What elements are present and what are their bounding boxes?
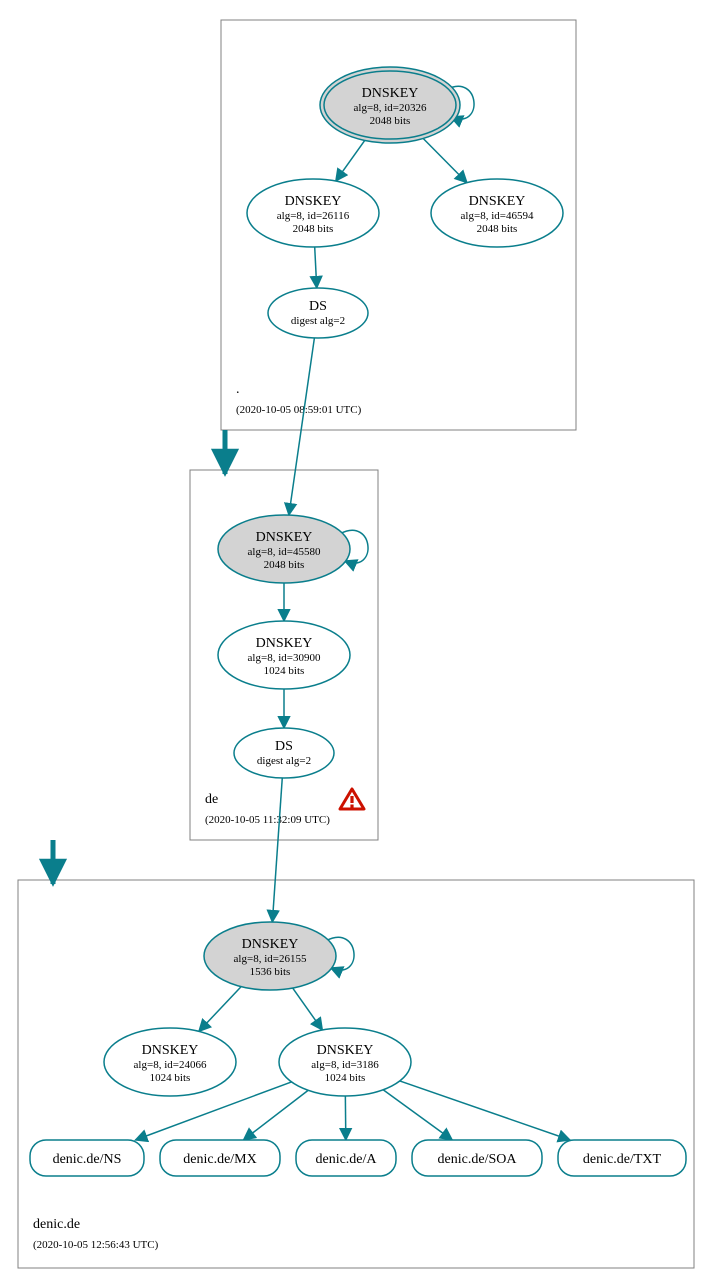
node-line3: 1024 bits bbox=[325, 1072, 366, 1084]
edge bbox=[199, 987, 241, 1032]
node-title: DNSKEY bbox=[317, 1043, 374, 1058]
rr-label: denic.de/TXT bbox=[583, 1152, 662, 1167]
rr_ns: denic.de/NS bbox=[30, 1140, 144, 1176]
rr_txt: denic.de/TXT bbox=[558, 1140, 686, 1176]
node-line2: alg=8, id=20326 bbox=[354, 102, 427, 114]
edge bbox=[420, 135, 467, 182]
node-line3: 2048 bits bbox=[370, 115, 411, 127]
rr_soa: denic.de/SOA bbox=[412, 1140, 542, 1176]
edge bbox=[336, 137, 367, 181]
rr-label: denic.de/A bbox=[315, 1152, 377, 1167]
node-line2: alg=8, id=26116 bbox=[277, 210, 350, 222]
edge bbox=[289, 338, 315, 515]
nodes: DNSKEYalg=8, id=203262048 bitsDNSKEYalg=… bbox=[30, 67, 686, 1176]
node-line2: alg=8, id=30900 bbox=[248, 652, 321, 664]
node-line2: alg=8, id=24066 bbox=[134, 1059, 207, 1071]
node-line3: 2048 bits bbox=[264, 559, 305, 571]
node-line2: alg=8, id=26155 bbox=[234, 953, 307, 965]
n_de_ksk: DNSKEYalg=8, id=455802048 bits bbox=[218, 515, 350, 583]
node-line2: digest alg=2 bbox=[257, 755, 311, 767]
n_denic_zsk2: DNSKEYalg=8, id=31861024 bits bbox=[279, 1028, 411, 1096]
edge bbox=[400, 1081, 570, 1140]
n_root_zsk1: DNSKEYalg=8, id=261162048 bits bbox=[247, 179, 379, 247]
node-line2: alg=8, id=46594 bbox=[461, 210, 534, 222]
zone-label: de bbox=[205, 792, 218, 807]
n_root_ksk: DNSKEYalg=8, id=203262048 bits bbox=[320, 67, 460, 143]
node-line3: 2048 bits bbox=[293, 223, 334, 235]
node-line2: digest alg=2 bbox=[291, 315, 345, 327]
node-title: DNSKEY bbox=[256, 530, 313, 545]
n_root_ds: DSdigest alg=2 bbox=[268, 288, 368, 338]
node-title: DNSKEY bbox=[362, 86, 419, 101]
warning-icon bbox=[340, 789, 364, 809]
zone-timestamp: (2020-10-05 08:59:01 UTC) bbox=[236, 404, 362, 416]
node-title: DNSKEY bbox=[285, 194, 342, 209]
node-line3: 1024 bits bbox=[264, 665, 305, 677]
zone-label: denic.de bbox=[33, 1217, 80, 1232]
node-title: DS bbox=[309, 299, 327, 314]
n_denic_zsk1: DNSKEYalg=8, id=240661024 bits bbox=[104, 1028, 236, 1096]
zone-label: . bbox=[236, 382, 240, 397]
rr-label: denic.de/MX bbox=[183, 1152, 256, 1167]
node-title: DNSKEY bbox=[142, 1043, 199, 1058]
zone-timestamp: (2020-10-05 12:56:43 UTC) bbox=[33, 1239, 159, 1251]
n_root_zsk2: DNSKEYalg=8, id=465942048 bits bbox=[431, 179, 563, 247]
node-line3: 1024 bits bbox=[150, 1072, 191, 1084]
node-title: DS bbox=[275, 739, 293, 754]
rr_a: denic.de/A bbox=[296, 1140, 396, 1176]
zone-timestamp: (2020-10-05 11:32:09 UTC) bbox=[205, 814, 330, 826]
node-line3: 2048 bits bbox=[477, 223, 518, 235]
edge bbox=[383, 1090, 452, 1140]
node-title: DNSKEY bbox=[469, 194, 526, 209]
node-line3: 1536 bits bbox=[250, 966, 291, 978]
node-line2: alg=8, id=45580 bbox=[248, 546, 321, 558]
edge bbox=[272, 778, 282, 922]
node-line2: alg=8, id=3186 bbox=[311, 1059, 379, 1071]
rr_mx: denic.de/MX bbox=[160, 1140, 280, 1176]
n_denic_ksk: DNSKEYalg=8, id=261551536 bits bbox=[204, 922, 336, 990]
edge bbox=[243, 1090, 308, 1140]
rr-label: denic.de/SOA bbox=[438, 1152, 518, 1167]
node-title: DNSKEY bbox=[242, 937, 299, 952]
n_de_ds: DSdigest alg=2 bbox=[234, 728, 334, 778]
node-title: DNSKEY bbox=[256, 636, 313, 651]
edge bbox=[293, 988, 323, 1030]
edge bbox=[315, 247, 317, 288]
n_de_zsk: DNSKEYalg=8, id=309001024 bits bbox=[218, 621, 350, 689]
diagram-canvas: . (2020-10-05 08:59:01 UTC) de (2020-10-05 … bbox=[0, 0, 711, 1282]
rr-label: denic.de/NS bbox=[53, 1152, 122, 1167]
